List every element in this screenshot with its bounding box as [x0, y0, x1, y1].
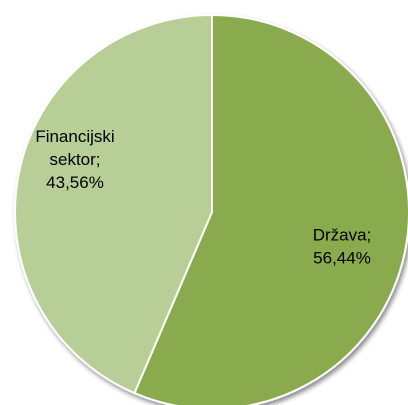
- slice-label-line: 56,44%: [313, 249, 371, 268]
- slice-label-line: 43,56%: [46, 173, 104, 192]
- slice-label-1: Financijski sektor; 43,56%: [35, 127, 114, 192]
- slice-label-line: Financijski: [35, 127, 114, 146]
- slice-label-line: Država;: [313, 226, 372, 245]
- pie-slice-1: [14, 13, 213, 395]
- slice-label-0: Država; 56,44%: [313, 226, 372, 268]
- slice-label-line: sektor;: [49, 150, 100, 169]
- pie-slice-0: [133, 13, 408, 405]
